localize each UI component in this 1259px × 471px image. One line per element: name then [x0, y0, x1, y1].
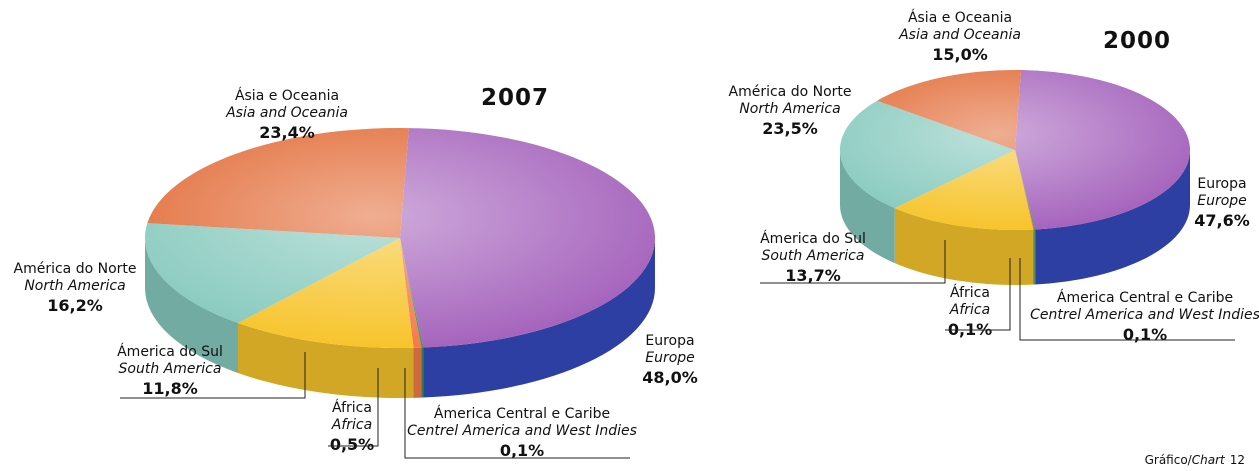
value-label: 0,1% [1123, 325, 1167, 344]
leader-line [328, 368, 379, 447]
slice-side [1035, 150, 1190, 285]
category-translation: Centrel America and West Indies [407, 423, 637, 439]
slice-side [238, 322, 414, 398]
value-label: 23,4% [259, 123, 315, 142]
sheen [840, 70, 1190, 230]
slice-side [421, 347, 424, 398]
footer-number: 12 [1230, 453, 1245, 467]
category-label: Europa [1197, 176, 1246, 192]
slice-side [1033, 229, 1035, 285]
category-label: Ásia e Oceania [235, 87, 339, 104]
footer-label-translation: Chart [1192, 453, 1226, 467]
value-label: 48,0% [642, 368, 698, 387]
leader-line [404, 368, 630, 459]
category-label: África [332, 399, 372, 416]
category-label: Ámerica Central e Caribe [1057, 289, 1233, 306]
slice-side [413, 347, 422, 398]
category-label: Ámerica Central e Caribe [434, 405, 610, 422]
category-translation: South America [762, 248, 865, 264]
category-translation: Asia and Oceania [898, 27, 1021, 43]
footer-label: Gráfico/ [1145, 453, 1193, 467]
category-label: Europa [645, 333, 694, 349]
leader-line [1019, 258, 1235, 341]
category-translation: Africa [949, 302, 990, 318]
leader-lines [120, 240, 1235, 459]
value-label: 11,8% [142, 379, 198, 398]
category-translation: North America [739, 101, 840, 117]
slice-side [894, 208, 1034, 285]
category-translation: North America [24, 278, 125, 294]
category-label: África [950, 284, 990, 301]
chart-title: 2007 [481, 85, 549, 111]
value-label: 47,6% [1194, 211, 1250, 230]
slice-side [423, 238, 655, 398]
slice-side [145, 238, 239, 373]
category-translation: Asia and Oceania [225, 105, 348, 121]
category-label: América do Norte [729, 84, 852, 100]
category-translation: South America [119, 361, 222, 377]
value-label: 23,5% [762, 119, 818, 138]
leader-line [120, 352, 306, 399]
value-label: 0,1% [500, 441, 544, 460]
value-label: 13,7% [785, 266, 841, 285]
category-label: América do Norte [14, 261, 137, 277]
footer: Gráfico/Chart 12 [1145, 453, 1245, 467]
sheen [145, 128, 655, 348]
category-label: Ámerica do Sul [760, 230, 866, 247]
leader-line [945, 258, 1011, 331]
category-translation: Europe [1197, 193, 1247, 209]
category-label: Ásia e Oceania [908, 9, 1012, 26]
slice-side [840, 150, 895, 264]
value-label: 15,0% [932, 45, 988, 64]
category-translation: Centrel America and West Indies [1030, 307, 1259, 323]
category-translation: Europe [645, 350, 695, 366]
leader-line [760, 240, 946, 284]
value-label: 0,5% [330, 435, 374, 454]
slice-side [1034, 229, 1036, 285]
category-label: Ámerica do Sul [117, 343, 223, 360]
category-translation: Africa [331, 417, 372, 433]
chart-title: 2000 [1103, 28, 1171, 54]
value-label: 16,2% [47, 296, 103, 315]
